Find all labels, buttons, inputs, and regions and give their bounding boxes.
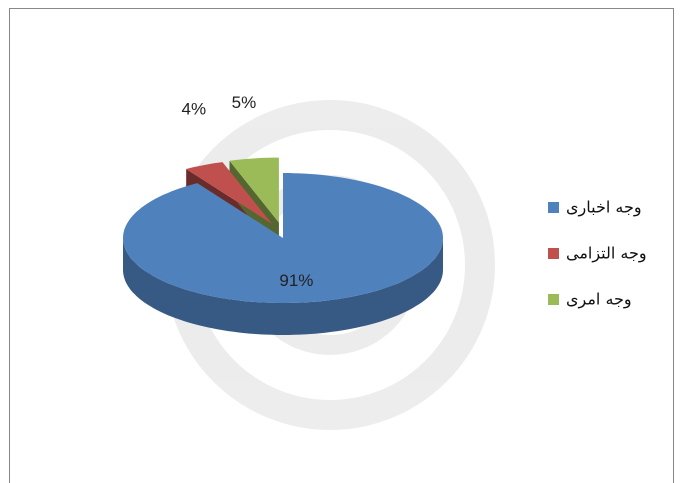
legend-label: وجه التزامی <box>566 244 647 264</box>
legend-swatch <box>548 248 559 259</box>
legend-label: وجه امری <box>566 290 632 310</box>
data-label: 91% <box>279 271 313 290</box>
data-label: 5% <box>232 93 257 112</box>
legend-label: وجه اخباری <box>566 198 642 218</box>
legend-swatch <box>548 202 559 213</box>
data-label: 4% <box>182 100 207 119</box>
chart: 91% 4% 5% وجه اخباری وجه التزامی وجه امری <box>0 0 683 483</box>
legend-swatch <box>548 294 559 305</box>
